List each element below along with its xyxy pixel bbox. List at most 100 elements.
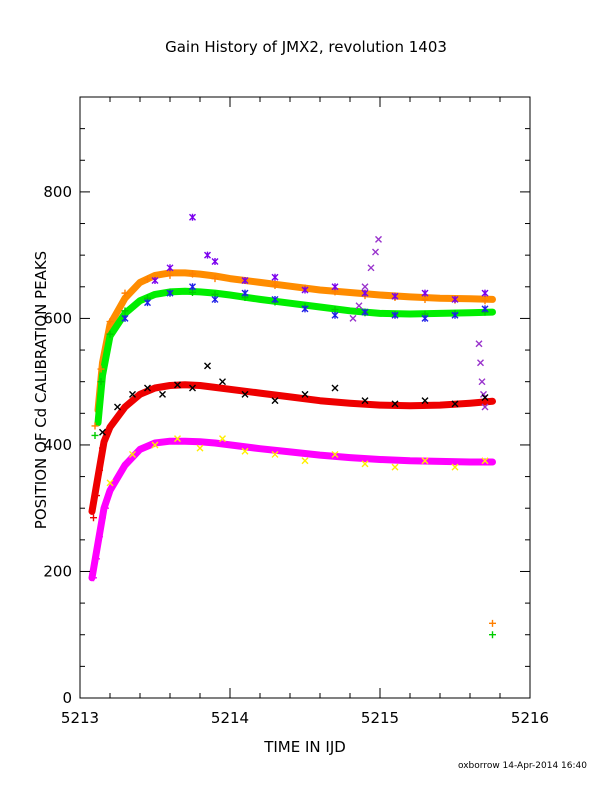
data-point — [477, 359, 484, 367]
data-point — [211, 295, 219, 303]
data-point — [361, 308, 369, 316]
data-point — [166, 271, 174, 279]
data-point — [271, 397, 279, 405]
data-point — [421, 289, 429, 297]
x-tick-label: 5215 — [361, 709, 399, 727]
data-point — [301, 286, 309, 294]
data-point — [421, 457, 429, 465]
data-point — [99, 428, 106, 436]
data-point — [204, 362, 211, 370]
y-tick-label: 400 — [43, 436, 72, 454]
data-point — [97, 365, 105, 373]
data-point — [91, 431, 99, 439]
data-point — [90, 574, 97, 582]
data-point — [106, 330, 114, 338]
data-point — [475, 340, 483, 348]
data-point — [271, 295, 279, 303]
x-axis-label: TIME IN IJD — [263, 738, 346, 756]
data-point — [144, 275, 151, 283]
data-point — [99, 444, 106, 452]
y-tick-label: 800 — [43, 183, 72, 201]
data-point — [421, 397, 429, 405]
series-line — [88, 381, 496, 515]
x-tick-label: 5216 — [511, 709, 549, 727]
data-point — [331, 450, 339, 458]
data-point — [144, 299, 151, 307]
chart-title: Gain History of JMX2, revolution 1403 — [165, 38, 447, 56]
data-point — [174, 435, 181, 443]
data-point — [271, 282, 279, 290]
data-point — [481, 289, 489, 297]
data-point — [196, 444, 204, 452]
data-point — [121, 289, 129, 297]
data-point — [391, 463, 399, 471]
plot-frame — [79, 96, 531, 699]
data-point — [211, 257, 219, 265]
data-point — [106, 479, 114, 487]
y-tick-label: 0 — [62, 689, 72, 707]
data-point — [114, 403, 121, 411]
data-point — [174, 381, 181, 389]
data-point — [349, 314, 357, 322]
y-tick-label: 600 — [43, 309, 72, 327]
x-tick-label: 5214 — [211, 709, 249, 727]
plot-marks — [88, 213, 496, 639]
data-point — [331, 311, 339, 319]
data-point — [189, 213, 196, 221]
data-point — [99, 514, 106, 522]
data-point — [372, 248, 379, 256]
data-point — [391, 400, 399, 408]
data-point — [361, 289, 369, 297]
data-point — [151, 276, 159, 284]
data-point — [355, 302, 363, 310]
data-point — [166, 264, 174, 272]
data-point — [121, 314, 129, 322]
data-point — [189, 270, 196, 278]
data-point — [391, 311, 399, 319]
data-point — [121, 307, 129, 315]
data-point — [241, 447, 249, 455]
data-point — [421, 295, 429, 303]
data-point — [97, 378, 105, 386]
credit-label: oxborrow 14-Apr-2014 16:40 — [458, 761, 587, 771]
data-point — [481, 297, 489, 305]
data-point — [301, 390, 309, 398]
data-point — [204, 251, 211, 259]
data-point — [189, 283, 196, 291]
data-point — [93, 555, 100, 563]
data-point — [96, 466, 103, 474]
data-point — [391, 292, 399, 300]
data-point — [102, 504, 109, 512]
data-point — [489, 631, 496, 639]
data-point — [151, 441, 159, 449]
data-point — [451, 295, 459, 303]
data-point — [361, 460, 369, 468]
data-point — [241, 289, 249, 297]
data-point — [91, 422, 99, 430]
data-point — [106, 318, 114, 326]
data-point — [481, 394, 489, 401]
data-point — [129, 450, 136, 458]
data-point — [301, 457, 309, 465]
y-tick-label: 200 — [43, 562, 72, 580]
data-point — [481, 403, 489, 411]
y-axis-label: POSITION OF Cd CALIBRATION PEAKS — [32, 251, 50, 529]
data-point — [421, 314, 429, 322]
data-point — [129, 390, 136, 398]
data-point — [211, 275, 219, 283]
data-point — [241, 276, 249, 284]
data-point — [481, 457, 489, 465]
data-point — [159, 390, 166, 398]
data-point — [219, 435, 226, 443]
data-point — [241, 390, 249, 398]
data-point — [271, 450, 279, 458]
data-point — [361, 397, 369, 405]
data-point — [90, 514, 97, 522]
data-point — [478, 378, 486, 386]
data-point — [301, 305, 309, 313]
series-line — [94, 269, 496, 414]
data-point — [367, 264, 375, 272]
data-point — [144, 384, 151, 392]
data-point — [271, 273, 279, 281]
